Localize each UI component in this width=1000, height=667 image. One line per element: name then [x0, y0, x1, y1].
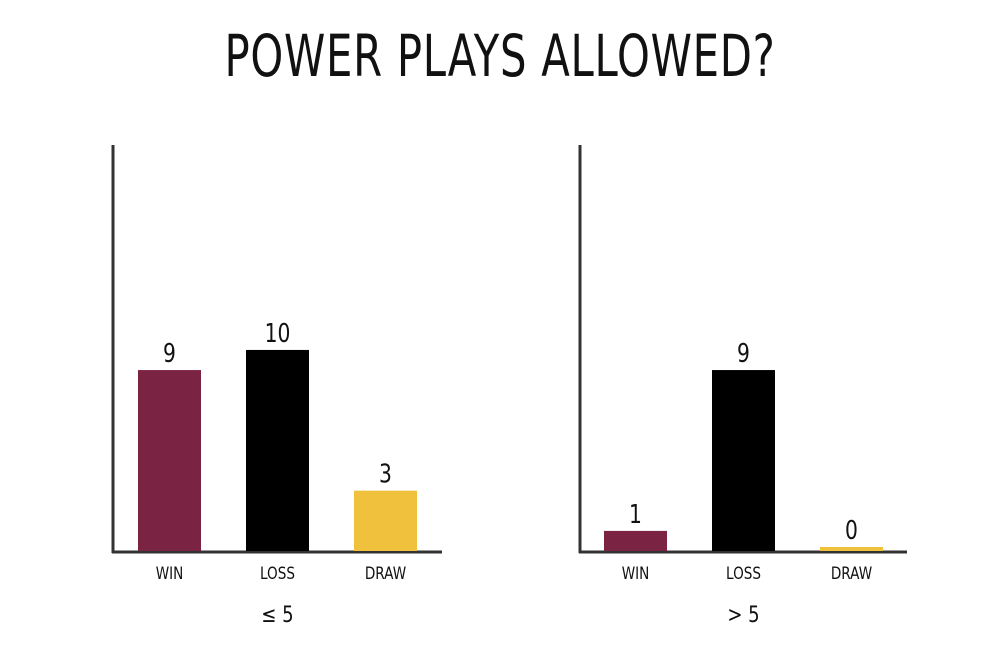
x-tick-label: LOSS: [726, 564, 761, 584]
bar-draw: [820, 547, 883, 551]
group-label: ≤ 5: [261, 601, 293, 627]
bar-loss: [246, 349, 309, 551]
bar-chart-2: 1 WIN 9 LOSS 0 DRAW > 5: [578, 145, 907, 627]
data-label: 3: [379, 459, 392, 489]
x-tick-label: DRAW: [365, 564, 406, 584]
data-label: 9: [737, 339, 750, 369]
bar-chart-1: 9 WIN 10 LOSS 3 DRAW ≤ 5: [111, 145, 442, 627]
data-label: 1: [629, 499, 642, 529]
x-tick-label: WIN: [622, 564, 650, 584]
bar-draw: [354, 490, 417, 551]
x-tick-label: DRAW: [831, 564, 872, 584]
x-tick-label: LOSS: [260, 564, 295, 584]
data-label: 10: [265, 319, 291, 349]
bar-win: [604, 530, 667, 551]
bar-win: [138, 370, 201, 551]
chart-title: POWER PLAYS ALLOWED?: [224, 22, 776, 90]
x-tick-label: WIN: [156, 564, 184, 584]
group-label: > 5: [727, 601, 759, 627]
bar-loss: [712, 370, 775, 551]
data-label: 0: [845, 516, 858, 546]
data-label: 9: [163, 339, 176, 369]
